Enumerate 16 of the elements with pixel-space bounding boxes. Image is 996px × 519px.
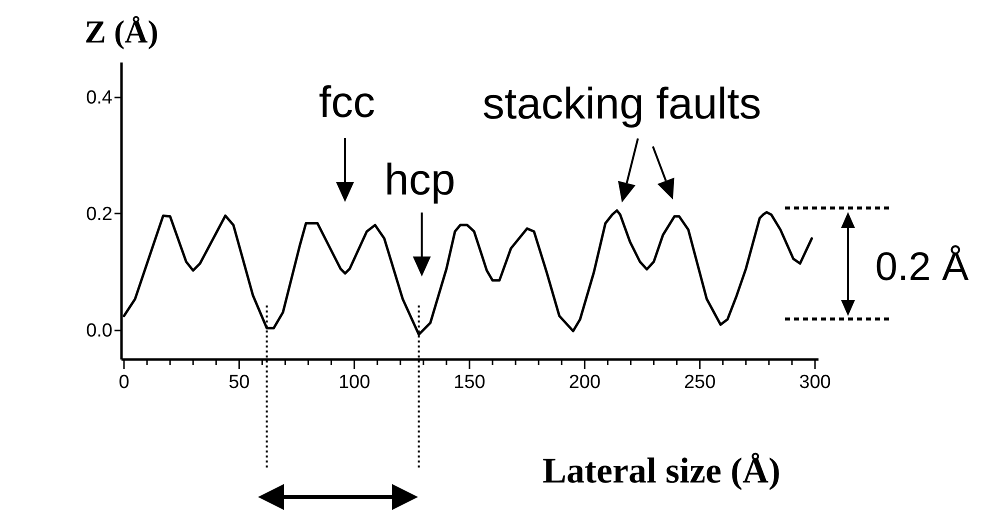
x-tick-label: 100	[338, 372, 370, 393]
x-tick-label: 300	[799, 372, 831, 393]
y-axis-title: Z (Å)	[84, 14, 158, 50]
x-tick-label: 200	[568, 372, 601, 393]
text: 0.2 Å	[875, 245, 970, 289]
annotation: fcc	[318, 78, 376, 127]
y-tick-label: 0.0	[86, 320, 112, 342]
x-tick-label: 150	[454, 372, 486, 393]
x-tick-label: 250	[684, 372, 716, 393]
annotation: stacking faults	[482, 80, 762, 128]
y-tick-label: 0.2	[86, 204, 112, 225]
x-axis-title: Lateral size (Å)	[542, 450, 780, 490]
y-tick-label: 0.4	[86, 87, 113, 108]
x-tick-label: 0	[118, 372, 130, 393]
x-tick-label: 50	[228, 372, 250, 393]
annotation: hcp	[384, 156, 456, 205]
